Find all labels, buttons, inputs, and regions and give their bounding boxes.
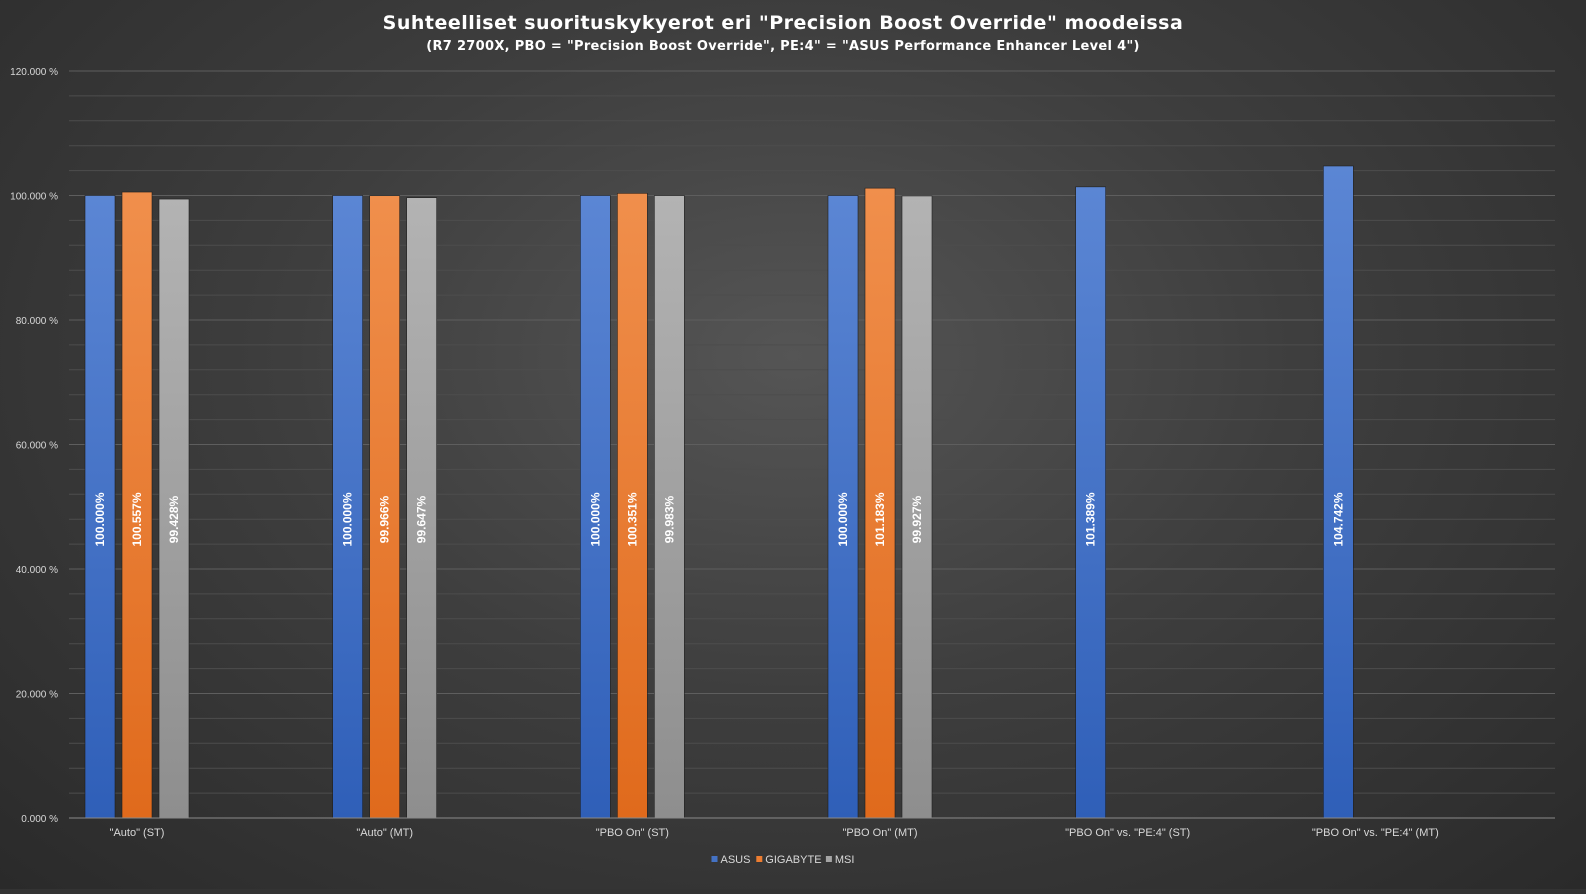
y-tick-label: 40.000 % bbox=[16, 565, 58, 576]
legend-label-gigabyte: GIGABYTE bbox=[765, 854, 821, 866]
y-tick-label: 20.000 % bbox=[16, 690, 58, 701]
legend-label-msi: MSI bbox=[835, 854, 855, 866]
y-tick-label: 80.000 % bbox=[16, 316, 58, 327]
data-label-gigabyte: 99.966% bbox=[378, 495, 392, 543]
gridlines bbox=[69, 70, 1555, 794]
bar-asus bbox=[1323, 165, 1354, 819]
legend: ASUS GIGABYTE MSI bbox=[711, 854, 855, 866]
x-category-label: "PBO On" (ST) bbox=[596, 827, 669, 839]
bar-asus bbox=[332, 195, 363, 819]
legend-swatch-msi bbox=[825, 856, 832, 862]
data-label-msi: 99.983% bbox=[662, 495, 676, 543]
bar-msi bbox=[654, 195, 685, 819]
y-tick-label: 100.000 % bbox=[10, 192, 58, 203]
bar-asus bbox=[1075, 186, 1106, 819]
legend-swatch-asus bbox=[711, 856, 718, 862]
bar-asus bbox=[84, 195, 116, 819]
x-axis: "Auto" (ST) "Auto" (MT) "PBO On" (ST) "PBO … bbox=[69, 817, 1555, 839]
chart-subtitle: (R7 2700X, PBO = "Precision Boost Overri… bbox=[426, 39, 1140, 54]
bar-msi bbox=[406, 197, 437, 819]
bars bbox=[84, 165, 1354, 819]
x-category-label: "Auto" (MT) bbox=[356, 827, 413, 839]
legend-label-asus: ASUS bbox=[721, 854, 751, 866]
data-label-asus: 101.389% bbox=[1084, 492, 1098, 546]
bar-msi bbox=[901, 195, 933, 819]
bar-asus bbox=[827, 195, 859, 819]
x-category-label: "Auto" (ST) bbox=[110, 827, 165, 839]
data-label-asus: 100.000% bbox=[93, 492, 107, 546]
x-category-label: "PBO On" (MT) bbox=[842, 827, 917, 839]
y-tick-label: 120.000 % bbox=[10, 67, 58, 78]
data-label-msi: 99.647% bbox=[415, 495, 429, 543]
x-category-label: "PBO On" vs. "PE:4" (MT) bbox=[1312, 827, 1439, 839]
y-tick-label: 60.000 % bbox=[16, 441, 58, 452]
data-label-asus: 104.742% bbox=[1331, 492, 1345, 546]
data-label-asus: 100.000% bbox=[588, 492, 602, 546]
bar-gigabyte bbox=[121, 191, 153, 819]
data-label-msi: 99.927% bbox=[910, 495, 924, 543]
data-label-gigabyte: 101.183% bbox=[873, 492, 887, 546]
y-tick-label: 0.000 % bbox=[21, 814, 58, 825]
bar-gigabyte bbox=[369, 195, 400, 819]
legend-swatch-gigabyte bbox=[756, 856, 763, 862]
x-category-label: "PBO On" vs. "PE:4" (ST) bbox=[1065, 827, 1190, 839]
bar-gigabyte bbox=[864, 187, 896, 819]
data-labels: 100.000% 100.557% 99.428% 100.000% 99.966% 99… bbox=[93, 492, 1345, 546]
bar-msi bbox=[158, 198, 190, 819]
bar-gigabyte bbox=[617, 193, 648, 819]
chart-title: Suhteelliset suorituskykyerot eri "Preci… bbox=[383, 12, 1184, 34]
data-label-asus: 100.000% bbox=[341, 492, 355, 546]
data-label-gigabyte: 100.557% bbox=[130, 492, 144, 546]
data-label-msi: 99.428% bbox=[167, 495, 181, 543]
y-axis: 0.000 % 20.000 % 40.000 % 60.000 % 80.000 % 1… bbox=[10, 67, 58, 825]
data-label-gigabyte: 100.351% bbox=[625, 492, 639, 546]
data-label-asus: 100.000% bbox=[836, 492, 850, 546]
